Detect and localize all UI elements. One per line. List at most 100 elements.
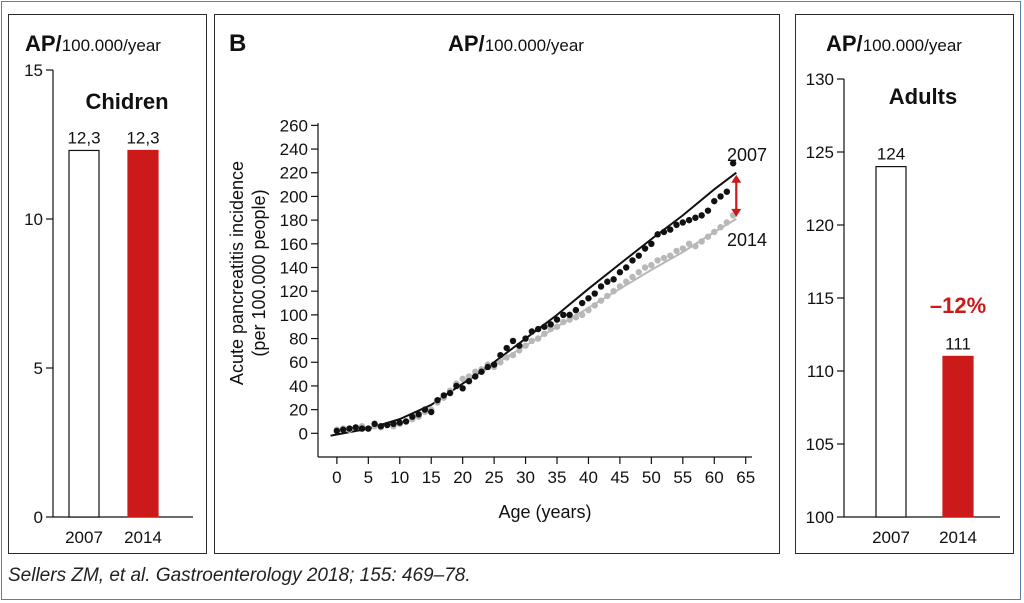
children-category-label: 2007 [65, 528, 103, 547]
point-2014 [616, 283, 624, 290]
scatter-y-tick-label: 20 [289, 401, 308, 420]
scatter-y-tick-label: 40 [289, 377, 308, 396]
point-2007 [453, 382, 460, 390]
point-2014 [723, 219, 731, 226]
point-2014 [610, 287, 617, 295]
difference-arrow-head-bottom [731, 208, 742, 217]
scatter-x-tick-label: 35 [548, 468, 567, 487]
point-2014 [635, 269, 642, 276]
point-2007 [434, 396, 441, 404]
scatter-y-tick-label: 0 [299, 424, 308, 443]
adults-y-tick-label: 105 [806, 435, 834, 454]
point-2014 [679, 245, 687, 252]
scatter-x-tick-label: 25 [485, 468, 504, 487]
children-y-tick-label: 5 [34, 359, 43, 378]
adults-bar-2007 [875, 166, 907, 518]
scatter-y-tick-label: 120 [280, 282, 308, 301]
point-2014 [641, 264, 649, 271]
point-2014 [629, 273, 636, 281]
series-label-2007: 2007 [727, 145, 767, 165]
children-y-tick-label: 15 [24, 61, 43, 80]
point-2007 [560, 311, 567, 319]
point-2007 [377, 423, 385, 430]
adults-chart-title: Adults [889, 84, 957, 109]
point-2007 [365, 425, 372, 432]
point-2007 [465, 377, 473, 385]
adults-value-label: 124 [877, 145, 905, 164]
svg-text:AP/100.000/year: AP/100.000/year [448, 31, 584, 56]
scatter-x-tick-label: 30 [516, 468, 535, 487]
point-2007 [509, 337, 517, 345]
point-2014 [560, 318, 567, 326]
point-2007 [591, 290, 598, 297]
adults-header-unit: 100.000/year [863, 36, 963, 55]
point-2014 [685, 240, 693, 248]
point-2014 [566, 316, 573, 323]
point-2007 [585, 295, 592, 302]
x-axis-label: Age (years) [498, 502, 591, 522]
scatter-x-tick-label: 45 [610, 468, 629, 487]
point-2007 [578, 299, 586, 307]
adults-bars: 124 2007 111 2014 –12% [872, 145, 986, 547]
point-2007 [490, 361, 498, 368]
scatter-points [333, 160, 737, 435]
citation: Sellers ZM, et al. Gastroenterology 2018… [8, 565, 471, 586]
children-value-label: 12,3 [126, 128, 159, 147]
point-2007 [528, 328, 536, 335]
svg-text:AP/100.000/year: AP/100.000/year [826, 31, 962, 56]
point-2007 [333, 427, 341, 435]
children-y-tick-label: 10 [24, 210, 43, 229]
point-2014 [604, 292, 611, 300]
point-2007 [390, 420, 397, 428]
series-label-2014: 2014 [727, 230, 767, 250]
point-2007 [472, 373, 479, 380]
children-y-axis: 0 5 10 15 [24, 61, 193, 527]
point-2014 [547, 325, 554, 333]
adults-y-tick-label: 130 [806, 70, 834, 89]
point-2014 [522, 342, 529, 349]
adults-y-tick-label: 115 [807, 289, 834, 308]
scatter-y-tick-label: 220 [280, 164, 308, 183]
point-2007 [698, 212, 705, 219]
point-2007 [597, 283, 605, 290]
scatter-y-tick-label: 200 [280, 187, 308, 206]
point-2007 [516, 342, 523, 349]
point-2014 [591, 302, 598, 309]
point-2007 [711, 197, 718, 205]
adults-bar-2014 [942, 355, 974, 518]
point-2014 [572, 314, 580, 321]
scatter-x-tick-label: 40 [579, 468, 598, 487]
scatter-y-tick-label: 260 [280, 116, 308, 135]
children-y-tick-label: 0 [34, 508, 43, 527]
point-2007 [572, 306, 580, 314]
point-2007 [566, 311, 573, 319]
point-2014 [597, 297, 605, 304]
point-2014 [516, 347, 523, 354]
point-2007 [541, 323, 548, 330]
point-2014 [509, 351, 517, 359]
scatter-annotations: 2007 2014 [727, 145, 767, 250]
adults-change-annotation: –12% [930, 293, 986, 318]
point-2007 [402, 418, 410, 425]
adults-bar-chart: AP/100.000/year Adults 100 105 110 115 120 12… [806, 31, 1000, 547]
adults-y-tick-label: 100 [806, 508, 834, 527]
point-2007 [446, 389, 454, 397]
point-2014 [660, 254, 668, 262]
scatter-header-bold: AP/ [448, 31, 485, 56]
point-2014 [704, 233, 712, 240]
point-2014 [534, 335, 542, 342]
scatter-x-tick-label: 15 [422, 468, 441, 487]
adults-category-label: 2014 [939, 528, 977, 547]
point-2014 [528, 337, 536, 345]
point-2007 [723, 188, 731, 195]
point-2007 [717, 193, 724, 200]
point-2007 [679, 219, 687, 226]
point-2014 [717, 224, 724, 231]
point-2014 [553, 323, 561, 330]
age-incidence-panel: B AP/100.000/year Acute pancreatitis inc… [214, 14, 780, 554]
point-2014 [667, 252, 674, 259]
scatter-y-tick-label: 60 [289, 353, 308, 372]
point-2007 [635, 252, 642, 259]
scatter-x-tick-label: 50 [642, 468, 661, 487]
